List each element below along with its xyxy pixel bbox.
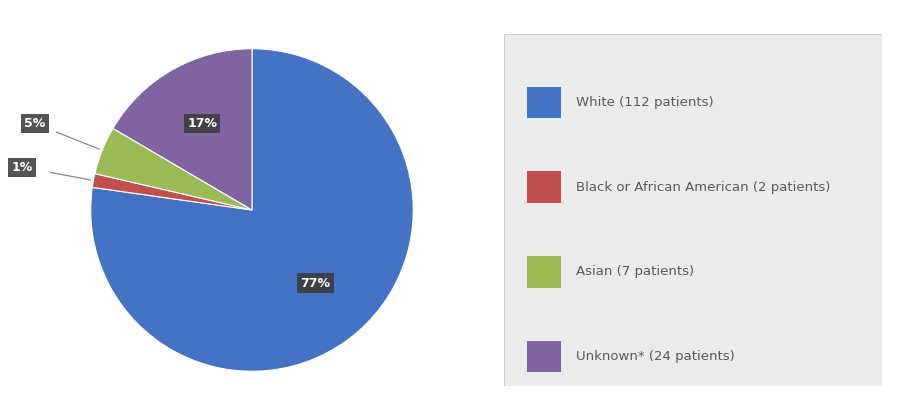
Wedge shape [112, 49, 252, 210]
Bar [526, 87, 561, 118]
Text: White (112 patients): White (112 patients) [576, 96, 714, 109]
Text: 1%: 1% [12, 161, 32, 174]
Wedge shape [94, 129, 252, 210]
Text: 17%: 17% [187, 117, 217, 130]
Wedge shape [93, 173, 252, 210]
Text: 77%: 77% [301, 276, 330, 289]
Bar [526, 171, 561, 203]
Bar [526, 341, 561, 372]
Text: Black or African American (2 patients): Black or African American (2 patients) [576, 181, 830, 194]
Wedge shape [91, 49, 413, 371]
Text: Unknown* (24 patients): Unknown* (24 patients) [576, 350, 734, 363]
Text: Asian (7 patients): Asian (7 patients) [576, 265, 694, 278]
Text: 5%: 5% [24, 117, 45, 130]
Bar [526, 256, 561, 288]
